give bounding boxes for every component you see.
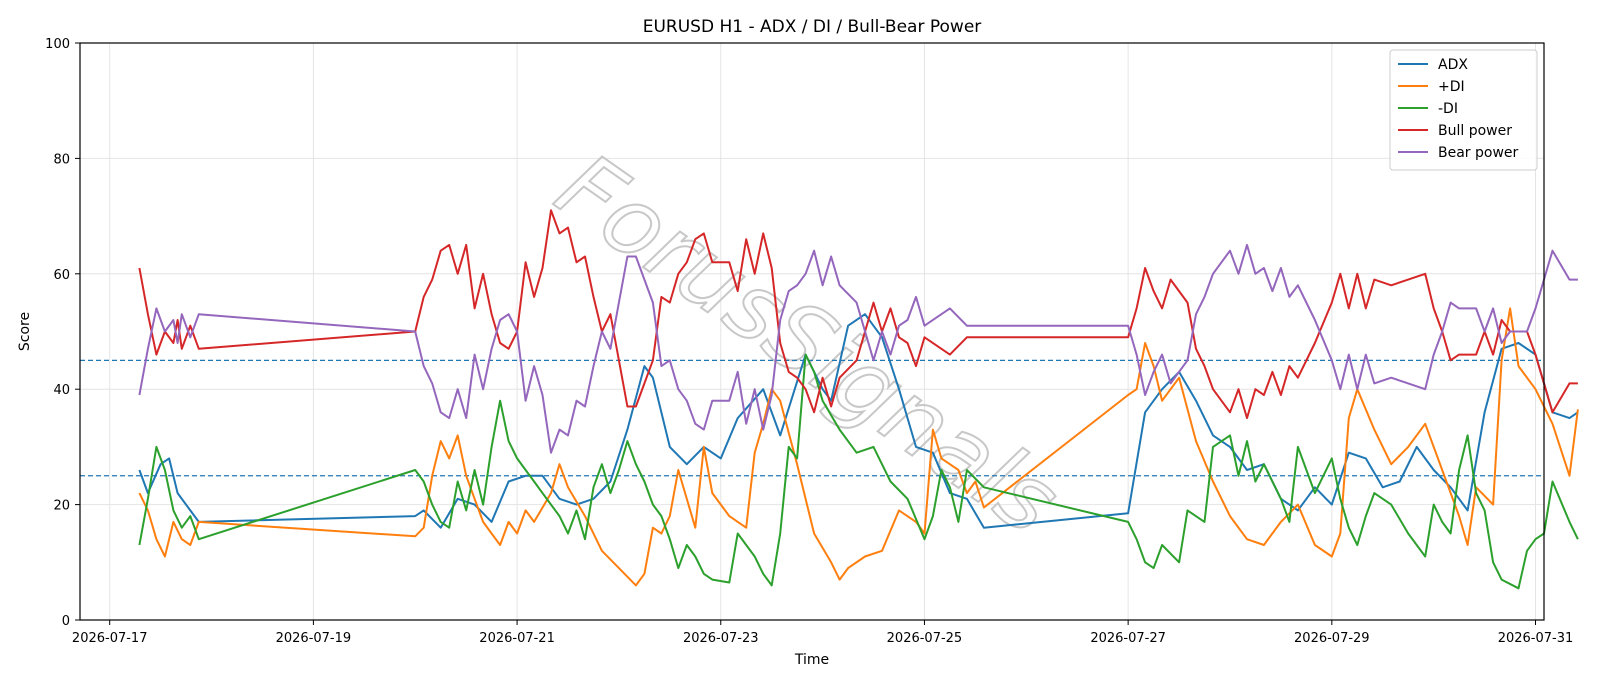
legend-label: ADX (1438, 57, 1468, 73)
x-tick-label: 2026-07-19 (276, 631, 352, 646)
chart-title: EURUSD H1 - ADX / DI / Bull-Bear Power (643, 17, 982, 37)
legend-label: Bear power (1438, 145, 1519, 161)
plot-frame (79, 42, 1545, 621)
reference-lines (80, 359, 1544, 477)
series-line-bear-power (138, 243, 1578, 454)
legend-label: +DI (1438, 79, 1465, 95)
x-tick-label: 2026-07-25 (887, 631, 963, 646)
series-line-di (138, 353, 1579, 590)
y-tick-label: 20 (53, 499, 70, 514)
x-tick-label: 2026-07-23 (683, 631, 759, 646)
y-axis: 0 20 40 60 80 100 (45, 37, 80, 629)
series-line-adx (138, 313, 1579, 529)
x-tick-label: 2026-07-31 (1498, 631, 1574, 646)
legend-label: Bull power (1438, 123, 1512, 139)
series-lines (138, 209, 1579, 590)
legend: ADX +DI -DI Bull power Bear power (1389, 49, 1538, 171)
y-tick-label: 100 (45, 37, 70, 52)
x-tick-label: 2026-07-21 (479, 631, 555, 646)
x-tick-label: 2026-07-17 (72, 631, 148, 646)
y-tick-label: 40 (53, 383, 70, 398)
y-tick-label: 60 (53, 268, 70, 283)
y-tick-label: 80 (53, 152, 70, 167)
x-tick-label: 2026-07-27 (1090, 631, 1166, 646)
watermark-text: ForusSignals (538, 133, 1078, 556)
legend-box (1389, 49, 1538, 171)
x-axis-label: Time (794, 652, 829, 668)
y-axis-label: Score (17, 312, 33, 351)
y-tick-label: 0 (62, 614, 70, 629)
legend-label: -DI (1438, 101, 1458, 117)
series-line-di (138, 307, 1579, 587)
series-line-bull-power (138, 209, 1578, 420)
x-tick-label: 2026-07-29 (1294, 631, 1370, 646)
x-axis: 2026-07-17 2026-07-19 2026-07-21 2026-07-23… (72, 620, 1573, 646)
